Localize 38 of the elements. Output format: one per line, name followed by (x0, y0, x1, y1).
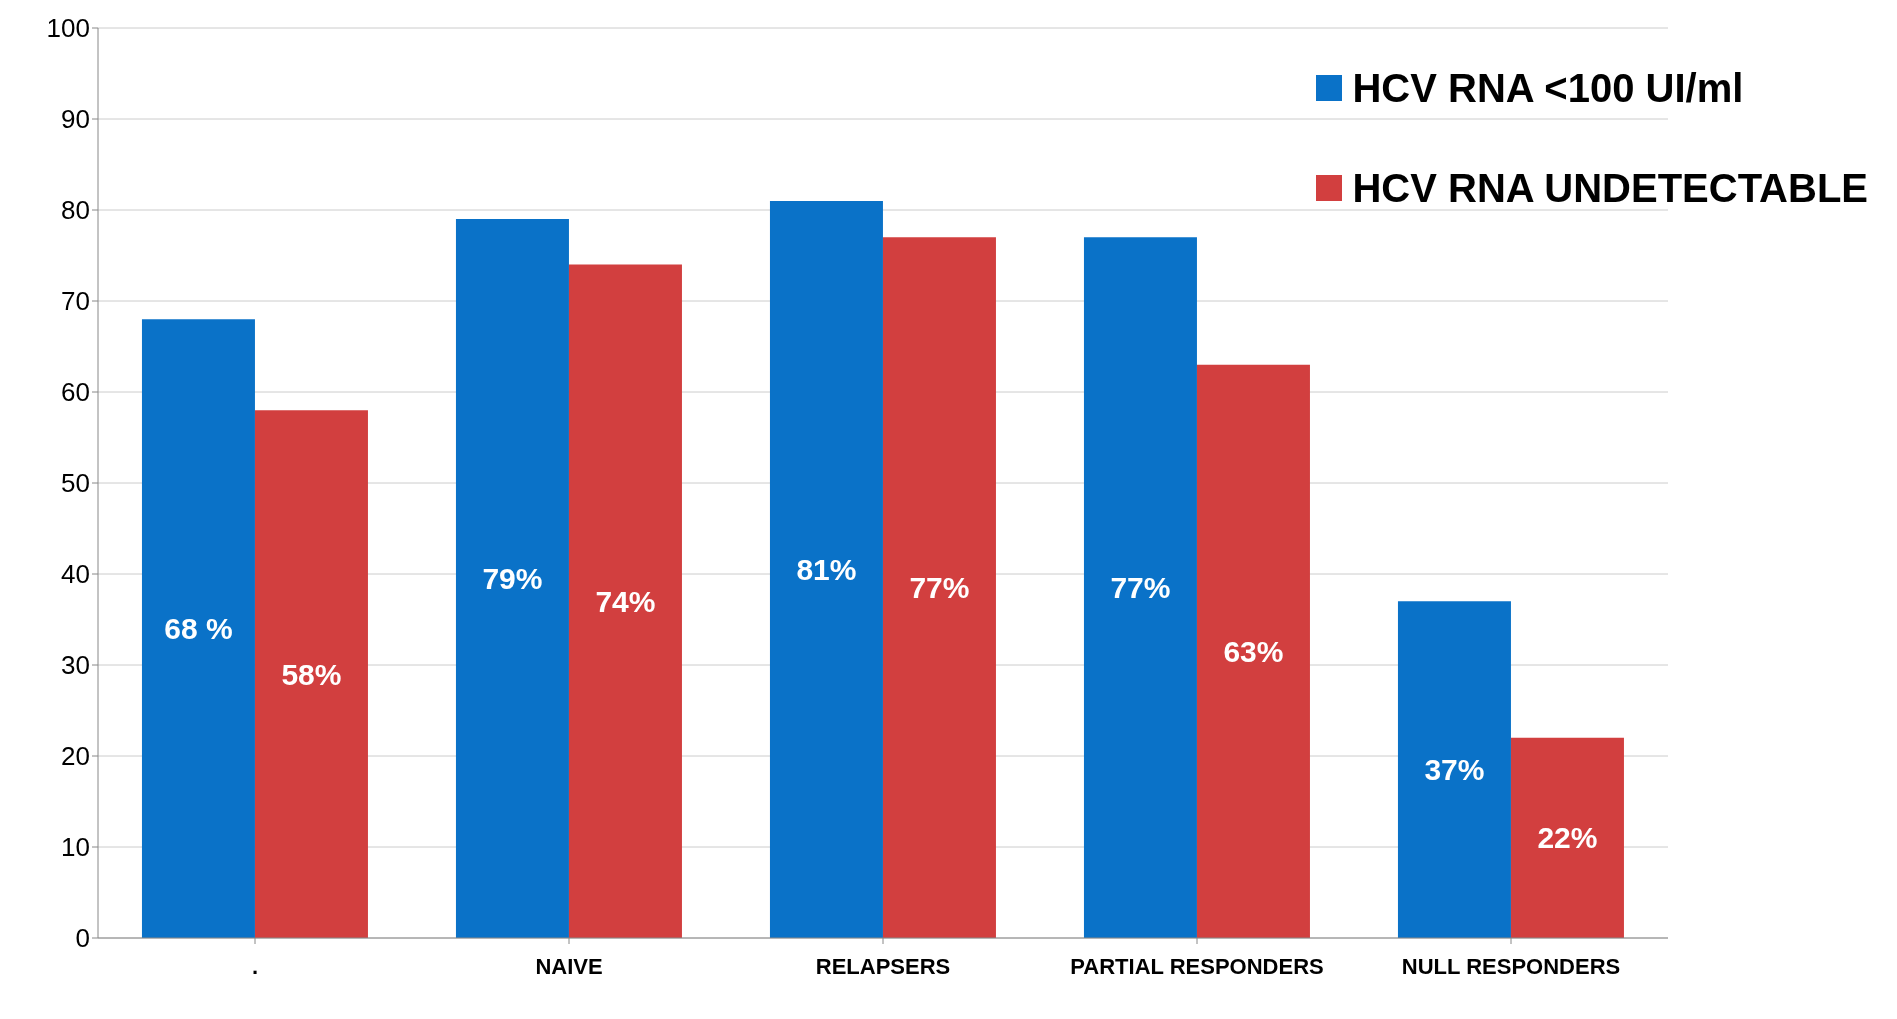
y-tick-label: 90 (61, 104, 90, 135)
bar (455, 219, 569, 938)
y-tick-label: 10 (61, 832, 90, 863)
data-label: 22% (1537, 821, 1598, 855)
x-tick-label: PARTIAL RESPONDERS (1070, 953, 1324, 979)
legend-label: HCV RNA UNDETECTABLE (1352, 165, 1868, 211)
data-label: 58% (281, 657, 342, 691)
x-tick-label: . (251, 953, 259, 979)
y-tick-label: 80 (61, 195, 90, 226)
bar (769, 200, 883, 938)
data-label: 68 % (164, 612, 233, 646)
y-tick-label: 60 (61, 377, 90, 408)
y-tick-label: 100 (46, 13, 90, 44)
data-label: 77% (909, 571, 970, 605)
data-label: 74% (595, 584, 656, 618)
data-label: 77% (1110, 571, 1171, 605)
legend-label: HCV RNA <100 UI/ml (1352, 65, 1744, 111)
x-tick-label: RELAPSERS (815, 953, 951, 979)
bar (141, 319, 255, 938)
data-label: 63% (1223, 634, 1284, 668)
y-tick-label: 50 (61, 468, 90, 499)
data-label: 37% (1424, 753, 1485, 787)
y-tick-label: 20 (61, 741, 90, 772)
x-tick-label: NAIVE (535, 953, 603, 979)
bar (1510, 737, 1624, 938)
bar (568, 264, 682, 938)
y-tick-label: 30 (61, 650, 90, 681)
y-tick-label: 70 (61, 286, 90, 317)
bar (1397, 601, 1511, 938)
data-label: 79% (482, 562, 543, 596)
data-label: 81% (796, 552, 857, 586)
bar (882, 237, 996, 938)
x-tick-label: NULL RESPONDERS (1401, 953, 1621, 979)
bar (1083, 237, 1197, 938)
y-tick-label: 0 (75, 923, 90, 954)
bar (254, 410, 368, 938)
bar (1196, 364, 1310, 938)
y-tick-label: 40 (61, 559, 90, 590)
